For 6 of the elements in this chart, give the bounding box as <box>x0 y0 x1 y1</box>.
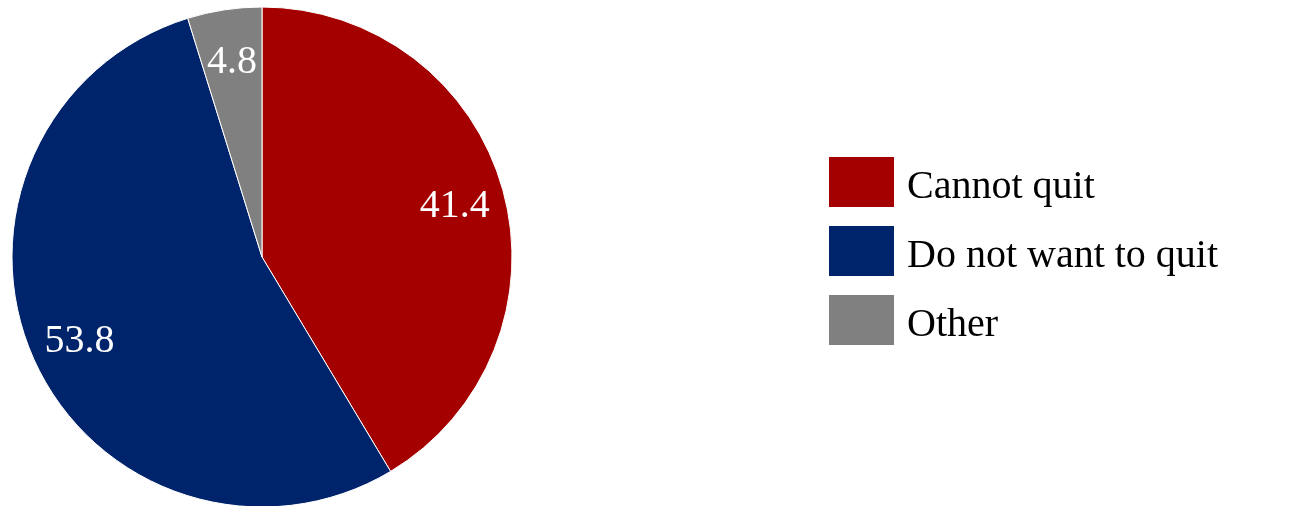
data-label: 4.8 <box>206 36 257 82</box>
legend-label: Do not want to quit <box>907 230 1219 276</box>
legend-label: Other <box>907 299 999 345</box>
data-label: 41.4 <box>419 181 490 227</box>
data-label: 53.8 <box>44 316 115 362</box>
legend-label: Cannot quit <box>907 161 1095 207</box>
